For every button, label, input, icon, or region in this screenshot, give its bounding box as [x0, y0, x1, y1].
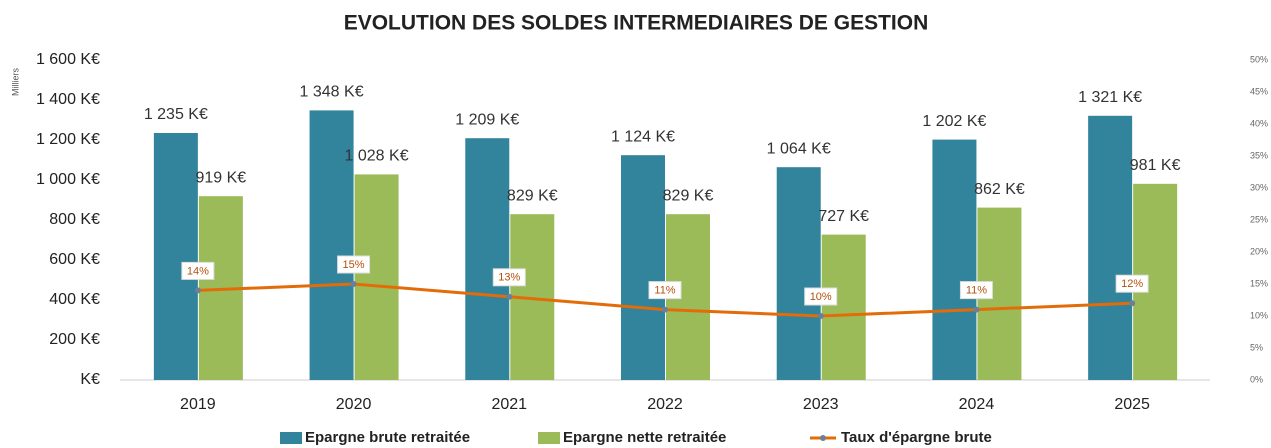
x-tick-label: 2021	[491, 396, 527, 413]
data-label: 1 348 K€	[300, 84, 364, 101]
bar	[821, 234, 866, 380]
data-label: 1 028 K€	[345, 148, 409, 165]
bar	[776, 167, 821, 380]
data-label: 1 321 K€	[1078, 89, 1142, 106]
data-label: 11%	[654, 285, 675, 297]
x-tick-label: 2025	[1114, 396, 1150, 413]
data-label: 862 K€	[974, 181, 1025, 198]
data-label: 829 K€	[663, 187, 714, 204]
legend-swatch	[538, 432, 560, 444]
label-box	[804, 287, 838, 306]
y-tick-label: 400 K€	[49, 291, 100, 308]
y-tick-label: 200 K€	[49, 331, 100, 348]
y2-tick-label: 0%	[1250, 374, 1263, 384]
x-tick-label: 2020	[336, 396, 372, 413]
y2-tick-label: 20%	[1250, 246, 1268, 256]
data-label: 12%	[1121, 278, 1143, 290]
bar	[932, 139, 977, 380]
y2-tick-label: 30%	[1250, 182, 1268, 192]
y2-tick-label: 35%	[1250, 150, 1268, 160]
legend-swatch	[820, 435, 826, 441]
y-tick-label: K€	[80, 371, 100, 388]
data-label: 1 124 K€	[611, 128, 675, 145]
label-box	[648, 281, 682, 300]
chart-title: EVOLUTION DES SOLDES INTERMEDIAIRES DE G…	[344, 12, 929, 35]
y-tick-label: 1 200 K€	[36, 131, 100, 148]
label-box	[959, 281, 993, 300]
data-label: 10%	[810, 291, 832, 303]
y2-tick-label: 50%	[1250, 54, 1268, 64]
line-marker	[1129, 300, 1136, 307]
line-marker	[506, 293, 513, 300]
x-tick-label: 2024	[959, 396, 995, 413]
label-box	[1115, 274, 1149, 293]
y-tick-label: 800 K€	[49, 211, 100, 228]
y2-tick-label: 10%	[1250, 310, 1268, 320]
legend-swatch	[280, 432, 302, 444]
data-label: 981 K€	[1130, 157, 1181, 174]
bar	[309, 110, 354, 381]
data-label: 829 K€	[507, 187, 558, 204]
line-marker	[817, 313, 824, 319]
y-tick-label: 1 400 K€	[36, 91, 100, 108]
label-box	[181, 261, 215, 280]
data-label: 1 202 K€	[922, 113, 986, 130]
data-label: 14%	[187, 265, 209, 277]
line-marker	[662, 306, 668, 313]
y2-tick-label: 15%	[1250, 278, 1268, 288]
data-label: 1 209 K€	[455, 111, 519, 128]
data-label: 1 235 K€	[144, 106, 208, 123]
legend-label: Taux d'épargne brute	[841, 429, 992, 446]
line-marker	[973, 306, 980, 313]
line-marker	[194, 287, 201, 294]
data-label: 919 K€	[195, 169, 246, 186]
data-label: 727 K€	[818, 208, 869, 225]
bar	[1088, 115, 1133, 381]
y-tick-label: 1 000 K€	[36, 171, 100, 188]
bar	[621, 155, 665, 380]
legend-label: Epargne brute retraitée	[305, 429, 470, 446]
x-tick-label: 2023	[803, 396, 839, 413]
bar	[153, 133, 198, 380]
y2-tick-label: 40%	[1250, 118, 1268, 128]
label-box	[492, 268, 526, 287]
y2-tick-label: 25%	[1250, 214, 1268, 224]
line-marker	[350, 281, 357, 287]
y-tick-label: 600 K€	[49, 251, 100, 268]
y2-tick-label: 45%	[1250, 86, 1268, 96]
label-box	[337, 255, 371, 274]
data-label: 1 064 K€	[767, 140, 831, 157]
x-tick-label: 2019	[180, 396, 216, 413]
data-label: 11%	[966, 285, 987, 297]
y-tick-label: 1 600 K€	[36, 51, 100, 68]
bar	[465, 138, 510, 380]
data-label: 13%	[498, 272, 520, 284]
bar	[354, 174, 399, 380]
y2-tick-label: 5%	[1250, 342, 1263, 352]
data-label: 15%	[343, 259, 365, 271]
x-tick-label: 2022	[647, 396, 683, 413]
y-axis-label: Milliers	[10, 68, 20, 96]
legend-label: Epargne nette retraitée	[563, 429, 726, 446]
